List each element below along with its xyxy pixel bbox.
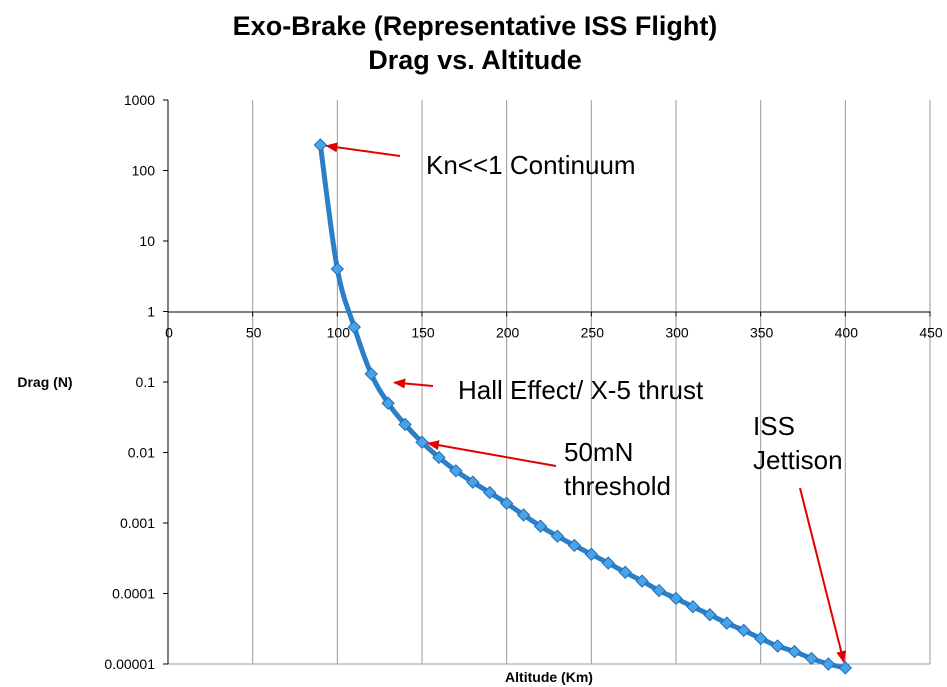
- data-point-marker: [635, 574, 649, 588]
- annotation-label: ISS: [753, 411, 795, 441]
- drag-series: [313, 138, 853, 675]
- data-point-marker: [821, 657, 836, 671]
- series-line: [317, 142, 848, 671]
- y-tick-label: 100: [132, 163, 156, 179]
- x-tick-label: 200: [496, 325, 520, 341]
- data-point-marker: [313, 138, 328, 152]
- data-point-marker: [652, 583, 666, 598]
- data-point-marker: [347, 320, 361, 334]
- data-point-marker: [584, 547, 599, 561]
- y-tick-label: 0.00001: [104, 656, 155, 672]
- data-point-marker: [415, 435, 429, 449]
- data-point-marker: [516, 508, 531, 522]
- data-point-marker: [533, 519, 548, 533]
- data-point-marker: [449, 464, 463, 478]
- data-point-marker: [669, 591, 683, 606]
- chart-subtitle: Drag vs. Altitude: [368, 45, 582, 75]
- data-point-marker: [686, 599, 700, 614]
- annotation-label: threshold: [564, 471, 671, 501]
- annotation-label: Hall Effect/ X-5 thrust: [458, 375, 704, 405]
- x-tick-label: 400: [835, 325, 859, 341]
- y-axis-label: Drag (N): [17, 374, 72, 390]
- x-tick-label: 250: [581, 325, 605, 341]
- y-tick-label: 0.01: [128, 445, 155, 461]
- x-tick-label: 50: [246, 325, 262, 341]
- annotation-arrow: [393, 378, 434, 389]
- y-tick-label: 1: [147, 304, 155, 320]
- data-point-marker: [770, 639, 785, 653]
- data-point-marker: [499, 496, 514, 511]
- data-point-marker: [703, 608, 717, 622]
- annotation-arrow: [325, 142, 401, 157]
- y-tick-label: 0.001: [120, 515, 155, 531]
- x-tick-labels: 0 50 100 150 200 250 300 350 400 450: [165, 311, 943, 341]
- y-tick-label: 0.0001: [112, 586, 155, 602]
- data-point-marker: [787, 644, 802, 659]
- annotation-arrow: [426, 440, 557, 467]
- x-tick-label: 300: [665, 325, 689, 341]
- data-point-marker: [550, 529, 565, 543]
- data-point-marker: [364, 367, 378, 381]
- x-axis-label: Altitude (Km): [505, 669, 593, 685]
- y-tick-label: 10: [139, 233, 155, 249]
- annotation-arrow: [799, 487, 847, 664]
- gridlines: [168, 100, 931, 665]
- x-tick-label: 100: [327, 325, 351, 341]
- x-tick-label: 150: [411, 325, 435, 341]
- x-tick-label: 0: [165, 325, 173, 341]
- annotation-label: Jettison: [753, 445, 843, 475]
- data-point-marker: [381, 396, 395, 410]
- annotation-label: 50mN: [564, 437, 633, 467]
- data-point-marker: [618, 565, 632, 579]
- chart-title: Exo-Brake (Representative ISS Flight): [233, 11, 718, 41]
- annotation-label: Kn<<1 Continuum: [426, 150, 636, 180]
- x-tick-label: 350: [750, 325, 774, 341]
- y-tick-label: 0.1: [136, 374, 156, 390]
- data-point-marker: [753, 631, 768, 646]
- x-tick-label: 450: [919, 325, 943, 341]
- data-point-marker: [483, 485, 497, 500]
- y-tick-label: 1000: [124, 92, 155, 108]
- data-point-marker: [720, 616, 734, 630]
- data-point-marker: [737, 623, 751, 638]
- data-point-marker: [466, 475, 480, 489]
- data-point-marker: [601, 556, 615, 570]
- data-point-marker: [804, 651, 819, 666]
- data-point-marker: [330, 262, 345, 276]
- data-point-marker: [567, 538, 582, 553]
- annotations: Kn<<1 Continuum Hall Effect/ X-5 thrust 50…: [325, 142, 847, 664]
- data-point-marker: [432, 450, 446, 465]
- data-point-marker: [398, 417, 412, 432]
- y-tick-labels: 1000 100 10 1 0.1 0.01 0.001 0.0001 0.00001: [104, 92, 168, 672]
- data-point-marker: [838, 661, 853, 675]
